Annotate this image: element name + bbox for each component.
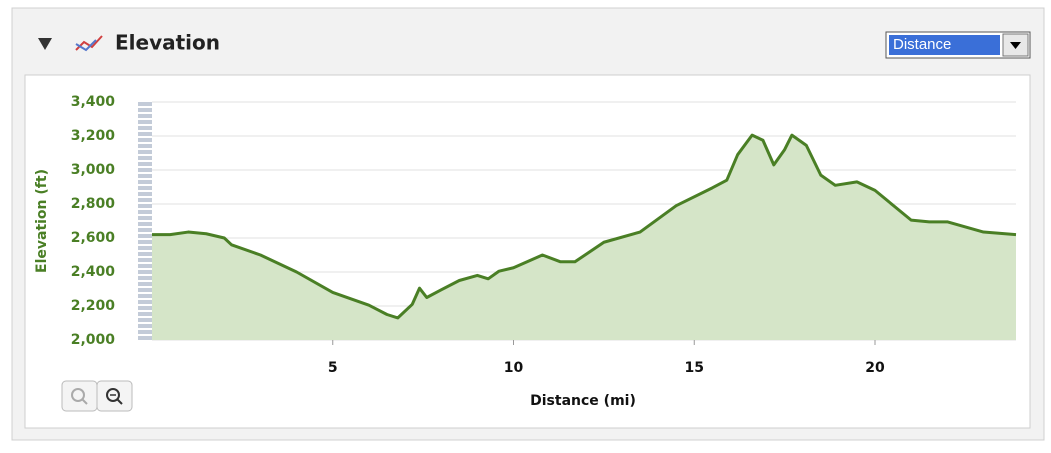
y-tick-label: 3,200 — [71, 128, 116, 144]
x-tick-label: 5 — [328, 360, 338, 376]
x-tick-label: 15 — [685, 360, 704, 376]
y-tick-label: 3,400 — [71, 94, 116, 110]
y-tick-label: 2,000 — [71, 332, 116, 348]
collapse-toggle[interactable] — [38, 38, 52, 50]
y-tick-label: 2,800 — [71, 196, 116, 212]
y-tick-label: 2,600 — [71, 230, 116, 246]
y-tick-label: 2,200 — [71, 298, 116, 314]
zoom-out[interactable] — [96, 380, 133, 412]
elevation-icon — [75, 35, 103, 52]
panel-title: Elevation — [115, 31, 220, 55]
y-axis-bar — [138, 102, 152, 340]
x-tick-label: 10 — [504, 360, 524, 376]
elevation-area — [152, 135, 1016, 340]
y-tick-label: 2,400 — [71, 264, 116, 280]
x-axis-title: Distance (mi) — [530, 393, 636, 409]
y-axis-title: Elevation (ft) — [34, 169, 50, 273]
dropdown-value: Distance — [893, 36, 951, 53]
y-tick-label: 3,000 — [71, 162, 116, 178]
zoom-in[interactable] — [61, 380, 98, 412]
dropdown[interactable]: Distance — [885, 31, 1031, 59]
x-tick-label: 20 — [865, 360, 885, 376]
elevation-line — [152, 133, 1017, 320]
zoom-controls — [61, 380, 133, 412]
